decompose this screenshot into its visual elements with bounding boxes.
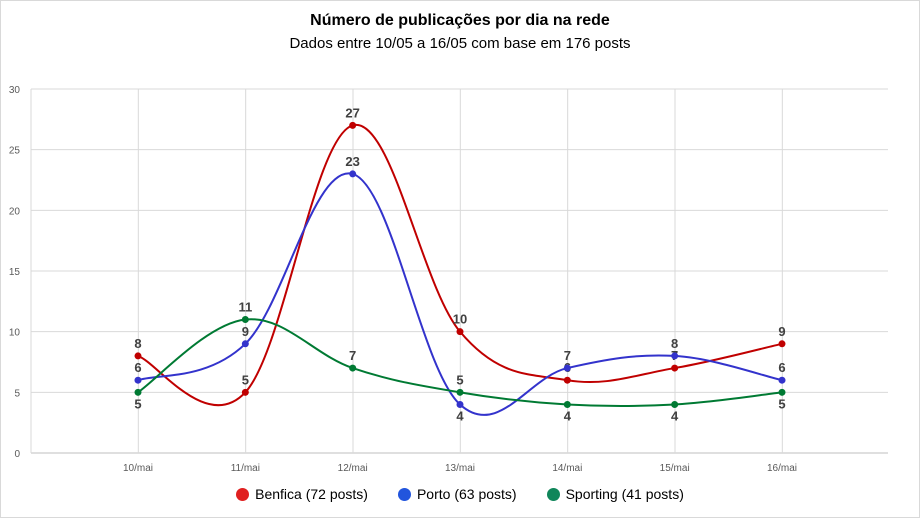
data-label-sporting: 7 [349, 348, 356, 363]
legend-item-benfica: Benfica (72 posts) [236, 486, 368, 502]
legend-label-porto: Porto (63 posts) [416, 486, 517, 502]
data-label-sporting: 5 [134, 396, 141, 411]
x-tick-label: 11/mai [231, 463, 260, 474]
data-point-sporting [456, 388, 464, 396]
x-tick-label: 15/mai [660, 463, 690, 474]
legend-item-porto: Porto (63 posts) [397, 486, 517, 502]
data-point-sporting [134, 388, 142, 396]
data-label-porto: 6 [134, 360, 141, 375]
data-point-benfica [671, 364, 679, 372]
data-point-porto [349, 170, 357, 178]
data-label-benfica: 27 [345, 105, 359, 120]
legend-marker-porto [397, 487, 411, 501]
legend-marker-benfica [236, 487, 250, 501]
data-point-porto [241, 340, 249, 348]
data-point-sporting [241, 316, 249, 324]
data-point-benfica [241, 388, 249, 396]
y-tick-label: 30 [9, 85, 21, 96]
data-point-porto [671, 352, 679, 360]
y-tick-label: 5 [14, 388, 20, 399]
y-tick-label: 25 [9, 146, 21, 157]
legend-label-sporting: Sporting (41 posts) [565, 486, 684, 502]
data-point-porto [778, 376, 786, 384]
legend-label-benfica: Benfica (72 posts) [255, 486, 368, 502]
x-tick-label: 13/mai [445, 463, 475, 474]
chart-subtitle: Dados entre 10/05 a 16/05 com base em 17… [289, 35, 631, 52]
data-label-sporting: 5 [456, 372, 463, 387]
data-point-sporting [778, 388, 786, 396]
data-label-porto: 6 [778, 360, 785, 375]
data-label-porto: 7 [564, 348, 571, 363]
data-label-porto: 23 [345, 154, 359, 169]
data-label-sporting: 4 [564, 408, 572, 423]
y-tick-label: 0 [14, 449, 20, 460]
data-label-porto: 8 [671, 336, 678, 351]
data-point-benfica [134, 352, 142, 360]
chart-title: Número de publicações por dia na rede [310, 12, 610, 29]
data-label-benfica: 8 [134, 336, 141, 351]
x-tick-label: 10/mai [123, 463, 153, 474]
data-point-benfica [456, 328, 464, 336]
data-point-sporting [563, 400, 571, 408]
data-point-porto [134, 376, 142, 384]
data-label-porto: 9 [242, 324, 249, 339]
data-label-sporting: 5 [778, 396, 785, 411]
data-label-sporting: 11 [238, 300, 252, 315]
x-tick-label: 14/mai [552, 463, 582, 474]
data-label-benfica: 5 [242, 372, 249, 387]
data-point-benfica [563, 376, 571, 384]
data-label-benfica: 10 [453, 312, 467, 327]
chart-legend: Benfica (72 posts) Porto (63 posts) Spor… [0, 486, 920, 502]
y-tick-label: 10 [9, 328, 21, 339]
data-point-sporting [671, 400, 679, 408]
data-point-benfica [349, 121, 357, 129]
series-line-porto [137, 172, 783, 416]
y-tick-label: 20 [9, 206, 21, 217]
legend-item-sporting: Sporting (41 posts) [546, 486, 684, 502]
x-tick-label: 16/mai [767, 463, 797, 474]
data-label-sporting: 4 [671, 408, 679, 423]
data-label-benfica: 9 [778, 324, 785, 339]
x-tick-label: 12/mai [338, 463, 368, 474]
data-point-sporting [349, 364, 357, 372]
legend-marker-sporting [546, 487, 560, 501]
data-label-porto: 4 [456, 408, 464, 423]
y-tick-label: 15 [9, 267, 21, 278]
data-point-porto [456, 400, 464, 408]
data-point-benfica [778, 340, 786, 348]
data-point-porto [563, 364, 571, 372]
